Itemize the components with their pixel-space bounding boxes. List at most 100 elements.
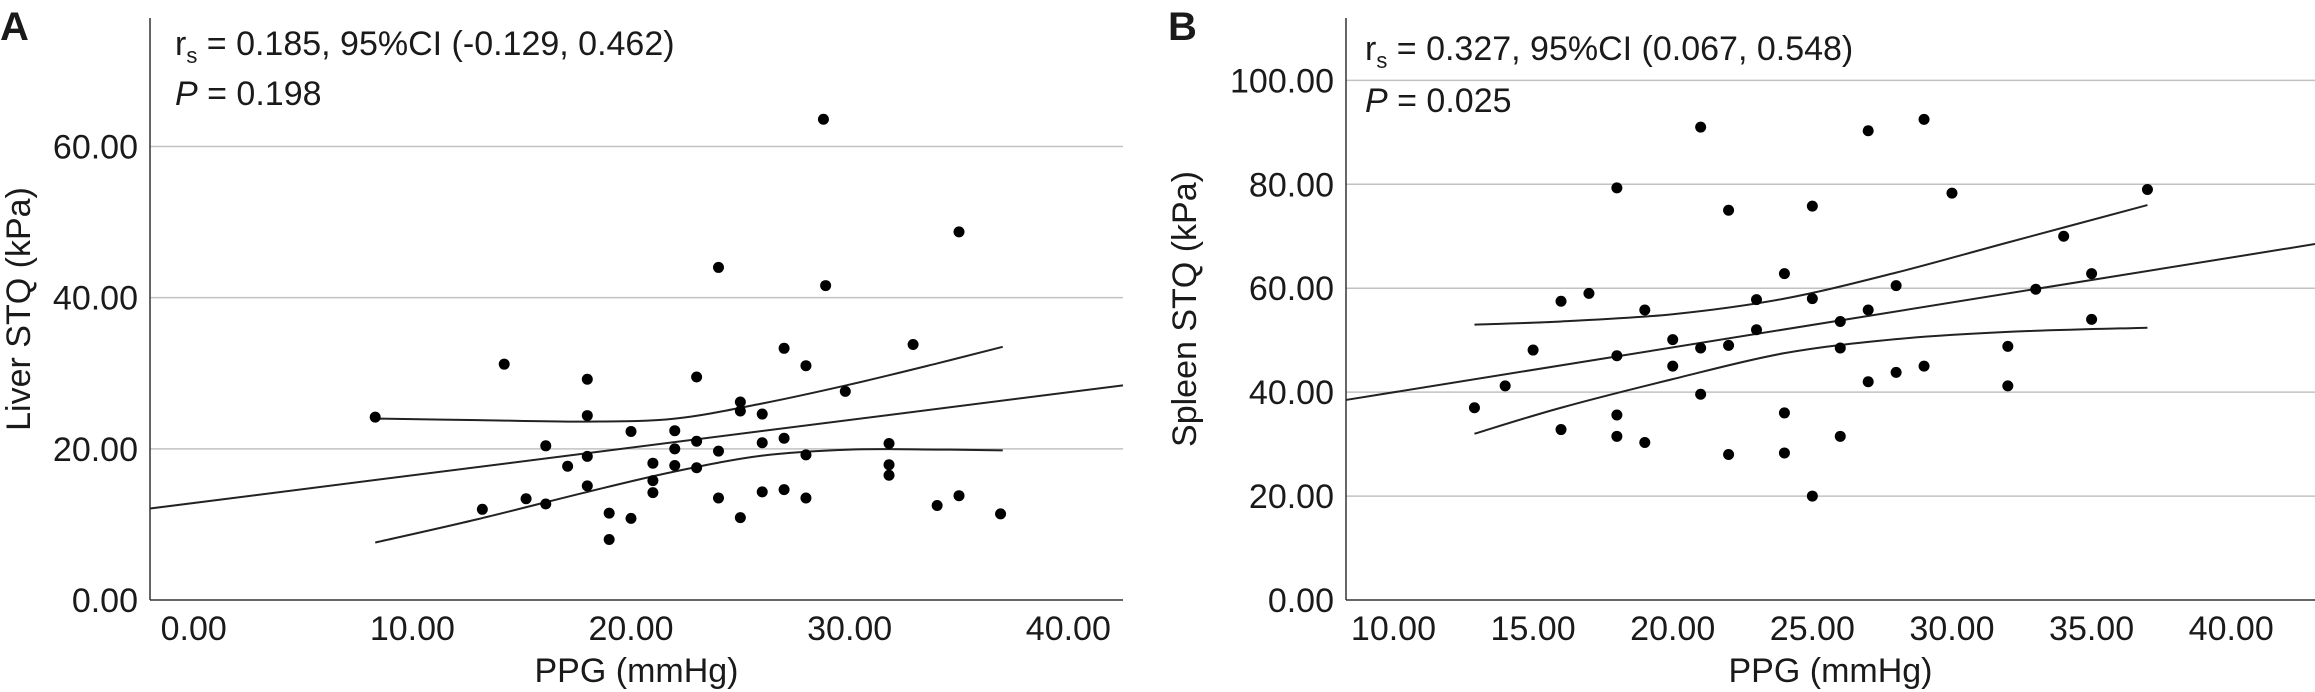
data-point bbox=[581, 480, 593, 492]
data-point bbox=[691, 435, 703, 447]
data-point bbox=[1499, 380, 1511, 392]
ci-upper-curve bbox=[1474, 204, 2148, 326]
data-point bbox=[669, 425, 681, 437]
panel-letter: A bbox=[0, 5, 29, 49]
y-tick-label: 60.00 bbox=[1249, 270, 1334, 308]
data-point bbox=[1778, 447, 1790, 459]
x-tick-label: 40.00 bbox=[1026, 610, 1111, 648]
data-point bbox=[540, 440, 552, 452]
x-axis-label: PPG (mmHg) bbox=[535, 652, 739, 690]
data-point bbox=[1611, 182, 1623, 194]
x-tick-label: 0.00 bbox=[161, 610, 227, 648]
data-point bbox=[778, 432, 790, 444]
data-point bbox=[1806, 490, 1818, 502]
y-tick-label: 80.00 bbox=[1249, 166, 1334, 204]
data-point bbox=[1639, 304, 1651, 316]
data-point bbox=[1890, 366, 1902, 378]
r-subscript: s bbox=[186, 43, 197, 68]
y-axis-label: Liver STQ (kPa) bbox=[0, 187, 38, 431]
data-point bbox=[520, 493, 532, 505]
data-point bbox=[1611, 350, 1623, 362]
data-point bbox=[1695, 388, 1707, 400]
data-point bbox=[800, 449, 812, 461]
data-point bbox=[669, 443, 681, 455]
x-tick-label: 30.00 bbox=[807, 610, 892, 648]
data-point bbox=[1527, 344, 1539, 356]
correlation-annotation: rs = 0.185, 95%CI (-0.129, 0.462) bbox=[175, 25, 675, 68]
data-point bbox=[691, 371, 703, 383]
ci-lower-curve bbox=[1474, 326, 2148, 435]
data-point bbox=[995, 508, 1007, 520]
data-point bbox=[1806, 293, 1818, 305]
y-tick-label: 40.00 bbox=[1249, 374, 1334, 412]
p-value-annotation: P = 0.198 bbox=[175, 75, 322, 113]
data-point bbox=[953, 490, 965, 502]
data-point bbox=[2086, 268, 2098, 280]
data-point bbox=[778, 342, 790, 354]
data-point bbox=[1555, 424, 1567, 436]
data-point bbox=[734, 512, 746, 524]
data-point bbox=[691, 462, 703, 474]
data-point bbox=[603, 507, 615, 519]
data-point bbox=[1695, 342, 1707, 354]
r-value-text: = 0.327, 95%CI (0.067, 0.548) bbox=[1387, 30, 1853, 68]
data-point bbox=[883, 438, 895, 450]
data-point bbox=[581, 410, 593, 422]
panel-a: 0.00 20.00 40.00 60.00 0.00 10.00 20.00 30.00 40… bbox=[0, 5, 1124, 690]
data-point bbox=[369, 411, 381, 423]
data-point bbox=[647, 487, 659, 499]
data-point bbox=[1778, 407, 1790, 419]
data-point bbox=[734, 405, 746, 417]
x-tick-label: 25.00 bbox=[1770, 610, 1855, 648]
data-point bbox=[1723, 449, 1735, 460]
data-point bbox=[734, 396, 746, 408]
r-subscript: s bbox=[1376, 48, 1387, 73]
data-point bbox=[1890, 280, 1902, 292]
data-point bbox=[2002, 340, 2014, 352]
x-tick-label: 20.00 bbox=[588, 610, 673, 648]
data-point bbox=[712, 492, 724, 504]
data-point bbox=[839, 385, 851, 397]
data-point bbox=[1723, 339, 1735, 351]
data-point bbox=[1862, 125, 1874, 137]
y-tick-label: 20.00 bbox=[1249, 478, 1334, 516]
data-point bbox=[1468, 402, 1480, 414]
p-value-annotation: P = 0.025 bbox=[1365, 82, 1512, 120]
p-symbol: P bbox=[1365, 82, 1388, 120]
y-axis-label: Spleen STQ (kPa) bbox=[1166, 171, 1204, 447]
data-point bbox=[1555, 295, 1567, 307]
data-point bbox=[1750, 324, 1762, 336]
x-axis-label: PPG (mmHg) bbox=[1729, 652, 1933, 690]
data-point bbox=[712, 261, 724, 273]
data-point bbox=[625, 425, 637, 437]
panel-b: 0.00 20.00 40.00 60.00 80.00 100.00 10.00 15.00… bbox=[1166, 5, 2315, 690]
data-point bbox=[1611, 409, 1623, 421]
data-point bbox=[1695, 121, 1707, 133]
y-tick-label: 100.00 bbox=[1230, 62, 1334, 100]
r-symbol: r bbox=[1365, 30, 1376, 68]
data-point bbox=[756, 486, 768, 498]
data-point bbox=[603, 534, 615, 546]
panel-letter: B bbox=[1168, 5, 1197, 49]
data-point bbox=[712, 445, 724, 457]
p-value-text: = 0.025 bbox=[1388, 82, 1512, 120]
data-point bbox=[883, 469, 895, 481]
data-point bbox=[907, 339, 919, 351]
data-point bbox=[2002, 380, 2014, 392]
data-point bbox=[800, 492, 812, 504]
x-tick-label: 10.00 bbox=[370, 610, 455, 648]
regression-line bbox=[149, 384, 1124, 510]
data-point bbox=[800, 360, 812, 372]
data-point bbox=[1778, 268, 1790, 280]
ci-upper-curve bbox=[375, 345, 1003, 423]
data-point bbox=[647, 457, 659, 469]
y-tick-label: 20.00 bbox=[53, 431, 138, 469]
data-point bbox=[476, 503, 488, 515]
data-point bbox=[817, 113, 829, 125]
data-point bbox=[647, 475, 659, 487]
data-point bbox=[1834, 430, 1846, 442]
data-point bbox=[1667, 360, 1679, 372]
data-point bbox=[1639, 437, 1651, 449]
data-point bbox=[498, 358, 510, 370]
x-tick-label: 20.00 bbox=[1630, 610, 1715, 648]
